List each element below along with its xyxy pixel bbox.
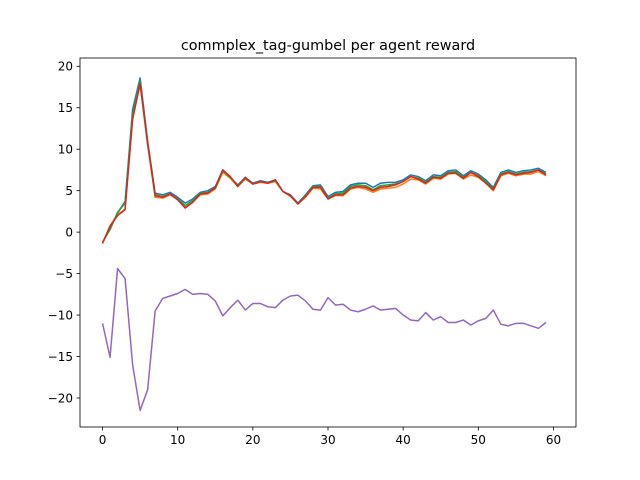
y-tick-label: −20 bbox=[48, 391, 73, 405]
plot-frame bbox=[79, 57, 577, 428]
x-tick-label: 10 bbox=[170, 433, 185, 447]
series-line-3 bbox=[101, 80, 547, 243]
x-tick-label: 50 bbox=[471, 433, 486, 447]
y-tick-label: 5 bbox=[65, 184, 73, 198]
x-tick-label: 30 bbox=[320, 433, 335, 447]
y-tick-label: −10 bbox=[48, 308, 73, 322]
series-line-5 bbox=[101, 267, 547, 412]
y-tick-label: 20 bbox=[58, 60, 73, 74]
y-tick-label: 0 bbox=[65, 225, 73, 239]
x-tick-label: 0 bbox=[99, 433, 107, 447]
x-tick-label: 20 bbox=[245, 433, 260, 447]
y-axis: −20 −15 −10 −5 0 5 10 15 20 bbox=[48, 60, 80, 405]
series-line-1 bbox=[101, 77, 547, 244]
y-tick-label: 10 bbox=[58, 143, 73, 157]
y-tick-label: −5 bbox=[55, 267, 73, 281]
y-tick-label: −15 bbox=[48, 350, 73, 364]
series-line-4 bbox=[101, 82, 547, 244]
x-axis: 0 10 20 30 40 50 60 bbox=[99, 427, 561, 447]
series-layer bbox=[101, 77, 547, 412]
chart-title: commplex_tag-gumbel per agent reward bbox=[181, 38, 475, 54]
x-tick-label: 60 bbox=[546, 433, 561, 447]
x-tick-label: 40 bbox=[396, 433, 411, 447]
series-line-2 bbox=[101, 83, 547, 245]
y-tick-label: 15 bbox=[58, 101, 73, 115]
